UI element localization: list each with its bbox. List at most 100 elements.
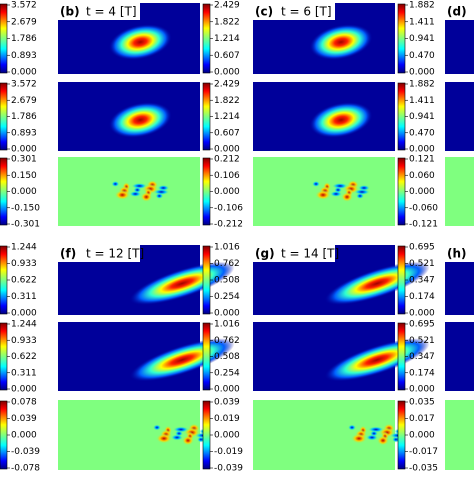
colorbar-tick-label: 1.786 xyxy=(11,112,37,122)
colorbar-tick-label: 0.000 xyxy=(214,187,240,197)
colorbar-tick-label: -0.060 xyxy=(409,203,438,213)
colorbar-tick-label: 0.000 xyxy=(11,309,37,319)
colorbar-tick-label: 1.822 xyxy=(214,96,240,106)
colorbar-tick-label: 1.822 xyxy=(214,17,240,27)
colorbar-tick-label: 0.121 xyxy=(409,155,435,165)
colorbar-tick-label: 1.016 xyxy=(214,243,240,253)
colorbar xyxy=(397,245,406,315)
colorbar-tick-label: 0.000 xyxy=(11,431,37,441)
colorbar-tick-label: 0.000 xyxy=(11,385,37,395)
panel-label-box xyxy=(58,245,140,262)
colorbar-tick-label: 0.254 xyxy=(214,368,240,378)
colorbar-tick-label: 0.622 xyxy=(11,276,37,286)
colorbar-tick-label: 0.000 xyxy=(11,68,37,78)
colorbar-tick-label: 1.016 xyxy=(214,320,240,330)
panel-label: (d) xyxy=(447,5,467,19)
colorbar-tick-label: 3.572 xyxy=(11,80,37,90)
panel-label-box xyxy=(445,245,474,262)
colorbar xyxy=(0,3,8,74)
colorbar-tick-label: 1.411 xyxy=(409,17,435,27)
colorbar xyxy=(0,82,8,151)
colorbar-tick-label: 0.508 xyxy=(214,276,240,286)
colorbar-tick-label: 0.000 xyxy=(409,187,435,197)
heatmap xyxy=(445,322,474,391)
colorbar-tick-label: -0.121 xyxy=(409,220,438,230)
colorbar-tick-label: 0.150 xyxy=(11,171,37,181)
panel-label: (c) xyxy=(255,5,273,19)
colorbar-tick-label: 0.607 xyxy=(214,128,240,138)
colorbar-tick-label: 0.000 xyxy=(214,68,240,78)
colorbar xyxy=(202,245,211,315)
colorbar xyxy=(0,400,8,470)
colorbar-tick-label: 0.212 xyxy=(214,155,240,165)
diff-speck xyxy=(348,424,356,431)
colorbar-tick-label: 2.679 xyxy=(11,96,37,106)
colorbar-tick-label: 1.244 xyxy=(11,243,37,253)
colorbar-tick-label: 0.000 xyxy=(214,431,240,441)
panel-title: t = 14 [T] xyxy=(281,247,339,261)
diff-speck xyxy=(155,192,164,199)
colorbar-tick-label: 0.347 xyxy=(409,352,435,362)
colorbar-tick-label: 0.000 xyxy=(409,145,435,155)
heat-blob xyxy=(309,102,373,138)
diff-speck xyxy=(171,434,183,441)
diff-speck xyxy=(351,433,367,444)
colorbar-tick-label: 0.000 xyxy=(11,187,37,197)
colorbar-tick-label: 0.000 xyxy=(409,431,435,441)
colorbar-tick-label: 0.311 xyxy=(11,292,37,302)
colorbar xyxy=(202,157,211,226)
colorbar-tick-label: 0.622 xyxy=(11,352,37,362)
panel-label-box xyxy=(445,3,474,20)
colorbar-tick-label: -0.039 xyxy=(214,464,243,474)
panel-title: t = 6 [T] xyxy=(281,5,332,19)
colorbar-tick-label: -0.019 xyxy=(214,447,243,457)
diff-speck xyxy=(341,191,354,202)
diff-speck xyxy=(140,191,153,202)
colorbar-tick-label: 0.941 xyxy=(409,34,435,44)
colorbar-tick-label: 0.695 xyxy=(409,320,435,330)
colorbar-tick-label: 2.429 xyxy=(214,1,240,11)
colorbar-tick-label: 0.060 xyxy=(409,171,435,181)
panel-label: (g) xyxy=(255,247,275,261)
colorbar-tick-label: 0.174 xyxy=(409,368,435,378)
colorbar-tick-label: 0.521 xyxy=(409,336,435,346)
colorbar-tick-label: 1.214 xyxy=(214,34,240,44)
colorbar-tick-label: 0.762 xyxy=(214,259,240,269)
colorbar-tick-label: 0.039 xyxy=(11,414,37,424)
colorbar-tick-label: 0.933 xyxy=(11,259,37,269)
colorbar-tick-label: 2.679 xyxy=(11,17,37,27)
colorbar-tick-label: 1.882 xyxy=(409,1,435,11)
colorbar-tick-label: 1.244 xyxy=(11,320,37,330)
diff-speck xyxy=(129,190,142,197)
colorbar-tick-label: -0.017 xyxy=(409,447,438,457)
colorbar-tick-label: 2.429 xyxy=(214,80,240,90)
colorbar-tick-label: 0.174 xyxy=(409,292,435,302)
colorbar xyxy=(202,322,211,391)
heatmap xyxy=(445,157,474,226)
colorbar xyxy=(202,400,211,470)
colorbar xyxy=(397,157,406,226)
colorbar-tick-label: 1.214 xyxy=(214,112,240,122)
colorbar-tick-label: 0.893 xyxy=(11,51,37,61)
colorbar xyxy=(0,157,8,226)
diff-speck xyxy=(111,180,120,187)
diff-speck xyxy=(356,192,365,199)
colorbar-tick-label: 0.893 xyxy=(11,128,37,138)
colorbar-tick-label: -0.035 xyxy=(409,464,438,474)
colorbar xyxy=(202,3,211,74)
colorbar-tick-label: 0.035 xyxy=(409,398,435,408)
colorbar-tick-label: -0.106 xyxy=(214,203,243,213)
heatmap xyxy=(445,400,474,470)
colorbar-tick-label: 3.572 xyxy=(11,1,37,11)
diff-speck xyxy=(366,434,378,441)
colorbar-tick-label: 0.039 xyxy=(214,398,240,408)
colorbar-tick-label: -0.039 xyxy=(11,447,40,457)
colorbar xyxy=(397,3,406,74)
panel-title: t = 12 [T] xyxy=(86,247,144,261)
heat-blob xyxy=(309,24,373,60)
colorbar-tick-label: 0.301 xyxy=(11,155,37,165)
colorbar xyxy=(397,400,406,470)
colorbar-tick-label: 0.347 xyxy=(409,276,435,286)
panel-label-box xyxy=(253,245,335,262)
